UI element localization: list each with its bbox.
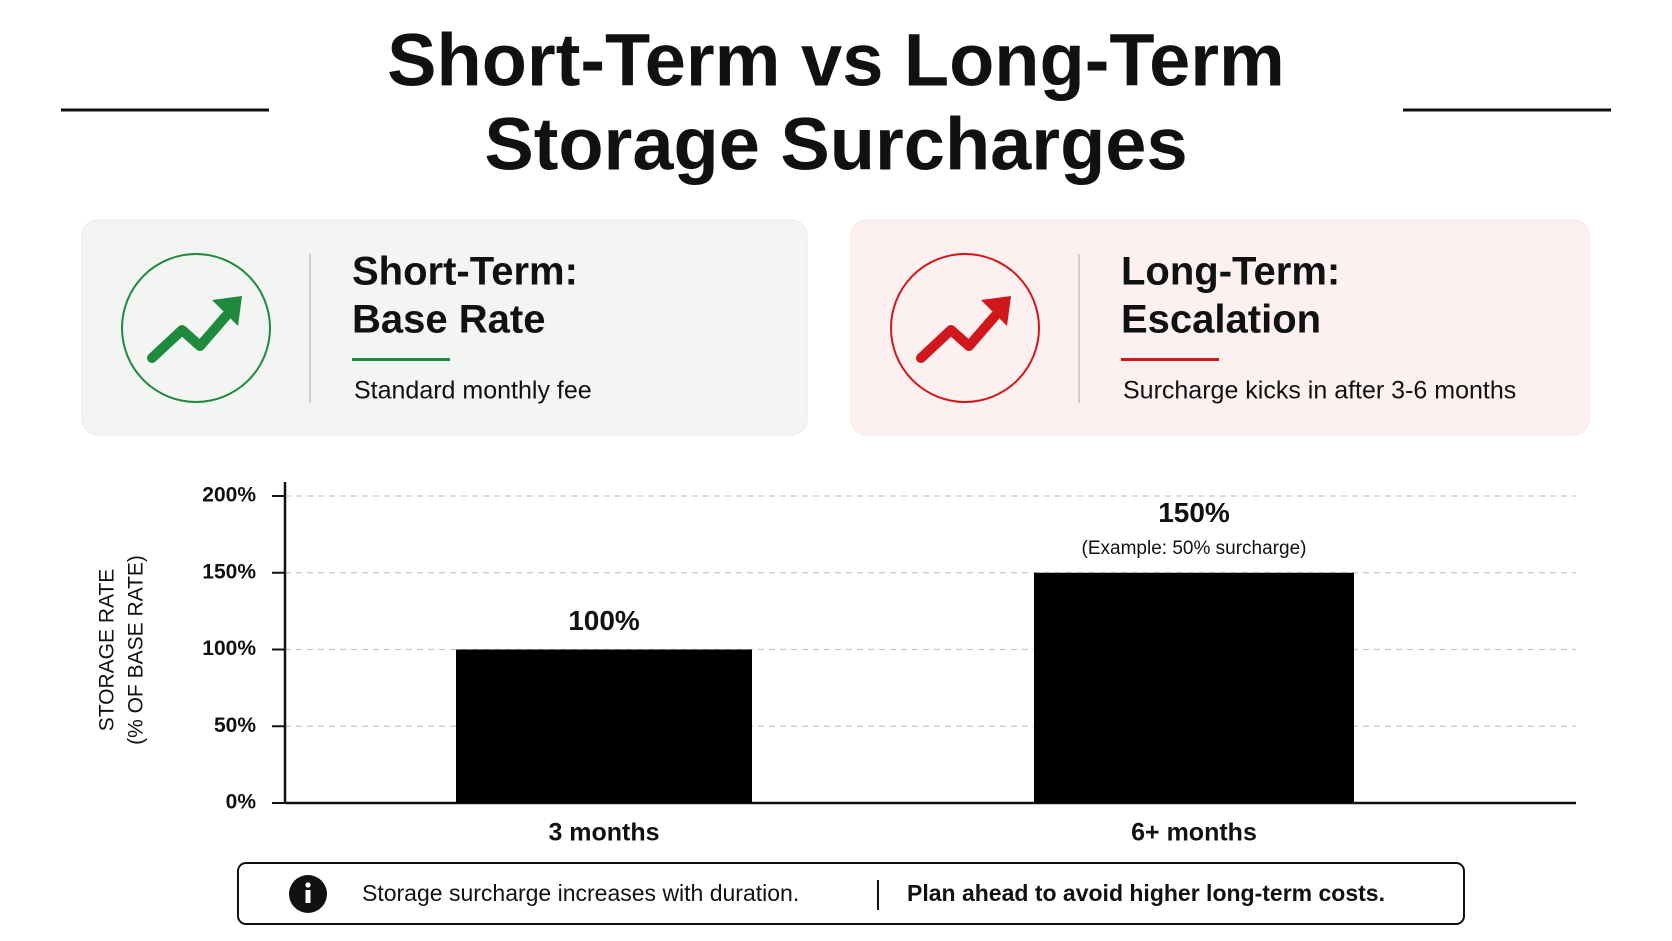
footer-note: Storage surcharge increases with duratio… <box>362 880 799 906</box>
x-tick-label: 6+ months <box>1131 819 1257 847</box>
card-heading: Escalation <box>1121 298 1321 342</box>
footer-box <box>237 862 1465 925</box>
y-tick-label: 0% <box>226 791 257 814</box>
card-icon-ring <box>121 253 271 403</box>
y-tick-label: 100% <box>202 637 256 660</box>
y-axis-label: (% OF BASE RATE) <box>125 555 148 745</box>
card <box>850 219 1590 436</box>
y-tick-label: 50% <box>214 714 256 737</box>
card-heading: Short-Term: <box>352 250 578 294</box>
card-icon-arrowhead <box>212 296 242 326</box>
y-tick-label: 200% <box>202 484 256 507</box>
annotation: (Example: 50% surcharge) <box>1082 538 1307 559</box>
card <box>81 219 808 436</box>
info-icon-bar <box>305 890 311 903</box>
card-heading: Long-Term: <box>1121 250 1340 294</box>
bar <box>1034 572 1354 803</box>
card-heading: Base Rate <box>352 298 545 342</box>
card-underline <box>1121 358 1219 361</box>
card-icon-arrowhead <box>981 296 1011 326</box>
x-tick-label: 3 months <box>548 819 659 847</box>
y-axis-label: STORAGE RATE <box>96 569 119 732</box>
y-tick-label: 150% <box>202 560 256 583</box>
footer-emphasis: Plan ahead to avoid higher long-term cos… <box>907 880 1385 906</box>
card-icon-arrow <box>916 311 1000 363</box>
title: Storage Surcharges <box>484 103 1187 186</box>
card-text: Surcharge kicks in after 3-6 months <box>1123 377 1516 405</box>
title: Short-Term vs Long-Term <box>387 19 1285 102</box>
bar <box>456 649 752 803</box>
info-icon-dot <box>305 882 311 888</box>
card-underline <box>352 358 450 361</box>
value-label: 100% <box>568 605 640 636</box>
card-text: Standard monthly fee <box>354 377 592 405</box>
card-icon-ring <box>890 253 1040 403</box>
value-label: 150% <box>1158 497 1230 528</box>
card-icon-arrow <box>147 311 231 363</box>
